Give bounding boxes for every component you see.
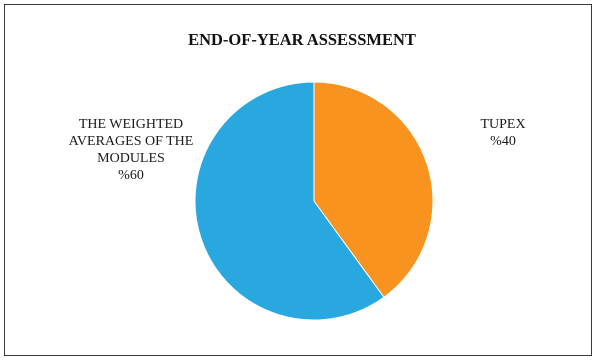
pie-slice-1 — [313, 81, 434, 298]
slice-labels: TUPEX %40 THE WEIGHTED AVERAGES OF THE MODUL… — [69, 117, 526, 183]
pie-slices — [194, 81, 434, 321]
slice-label-line: AVERAGES OF THE — [69, 134, 194, 149]
pie-slice-2 — [194, 81, 385, 321]
slice-label-2: THE WEIGHTED AVERAGES OF THE MODULES %60 — [69, 117, 194, 183]
slice-label-line: THE WEIGHTED — [79, 117, 183, 132]
slice-label-line: TUPEX — [480, 117, 525, 132]
slice-label-1: TUPEX %40 — [480, 117, 525, 149]
slice-label-line: %40 — [490, 134, 516, 149]
slice-label-line: MODULES — [97, 151, 165, 166]
chart-title: END-OF-YEAR ASSESSMENT — [188, 30, 416, 49]
slice-label-line: %60 — [118, 168, 144, 183]
